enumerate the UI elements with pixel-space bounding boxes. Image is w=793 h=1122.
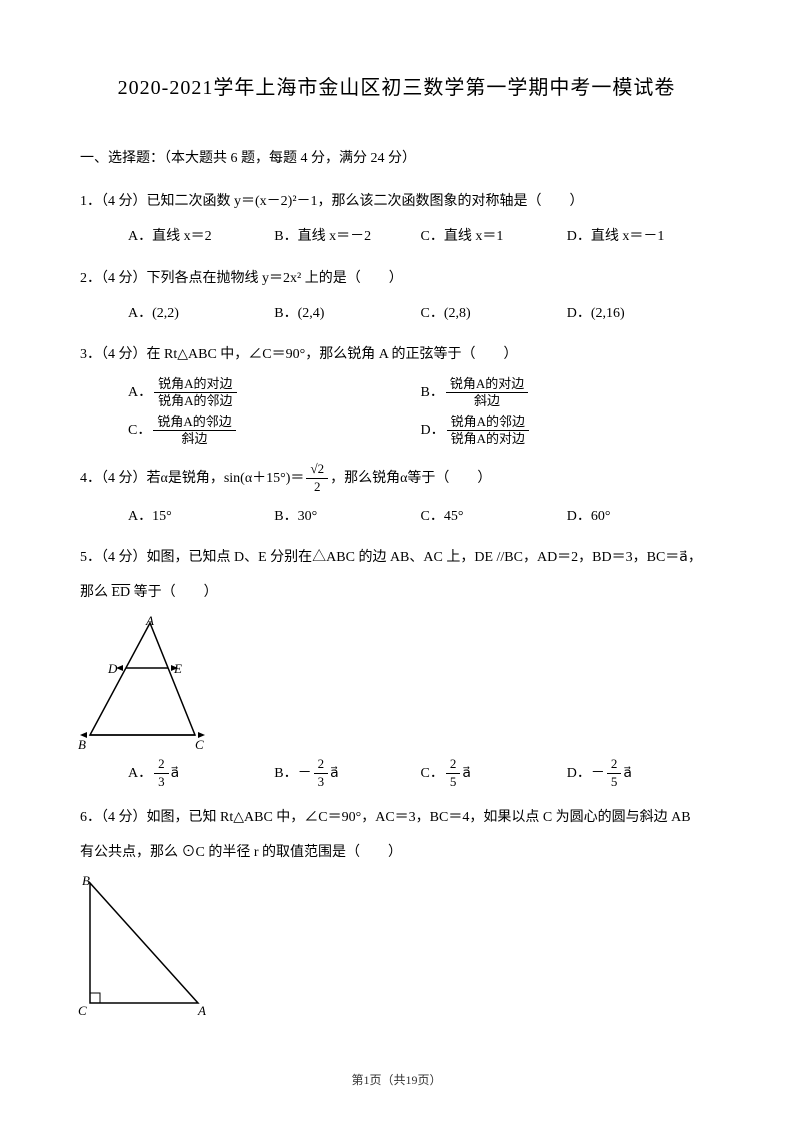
q4-options: A．15° B．30° C．45° D．60°	[80, 504, 713, 529]
q2-text: 2．（4 分）下列各点在抛物线 y＝2x² 上的是（ ）	[80, 266, 713, 291]
q5-fig-a: A	[146, 609, 154, 632]
q6-line2: 有公共点，那么 ⊙C 的半径 r 的取值范围是（ ）	[80, 840, 713, 865]
q5-a-num: 2	[154, 757, 169, 773]
q3-b-num: 锐角A的对边	[446, 377, 528, 393]
q5-opt-c: C． 2 5 a⃗	[421, 757, 567, 789]
question-2: 2．（4 分）下列各点在抛物线 y＝2x² 上的是（ ） A．(2,2) B．(…	[80, 266, 713, 326]
q4-frac: √2 2	[306, 462, 328, 494]
q6-fig-a: A	[198, 999, 206, 1022]
page-footer: 第1页（共19页）	[0, 1070, 793, 1092]
q5-c-num: 2	[446, 757, 461, 773]
q4-num: √2	[306, 462, 328, 478]
q5-d-tail: a⃗	[623, 761, 632, 786]
q3-opt-d: D． 锐角A的邻边 锐角A的对边	[421, 415, 714, 447]
q3-c-num: 锐角A的邻边	[153, 415, 235, 431]
q5-b-num: 2	[314, 757, 329, 773]
q5-c-frac: 2 5	[446, 757, 461, 789]
q5-a-label: A．	[128, 761, 152, 786]
q2-opt-a: A．(2,2)	[128, 301, 274, 326]
q1-text: 1．（4 分）已知二次函数 y＝(x－2)²－1，那么该二次函数图象的对称轴是（…	[80, 189, 713, 214]
q5-d-frac: 2 5	[607, 757, 622, 789]
q2-opt-c: C．(2,8)	[421, 301, 567, 326]
q5-a-frac: 2 3	[154, 757, 169, 789]
q3-d-frac: 锐角A的邻边 锐角A的对边	[447, 415, 529, 447]
q5-b-tail: a⃗	[330, 761, 339, 786]
q5-d-num: 2	[607, 757, 622, 773]
q3-c-den: 斜边	[178, 431, 212, 446]
triangle-de-icon	[80, 615, 210, 745]
q4-opt-a: A．15°	[128, 504, 274, 529]
q5-d-label: D．－	[567, 761, 605, 786]
q5-fig-d: D	[108, 657, 117, 680]
q5-c-label: C．	[421, 761, 444, 786]
q4-opt-b: B．30°	[274, 504, 420, 529]
q5-fig-c: C	[195, 733, 204, 756]
q6-fig-c: C	[78, 999, 87, 1022]
q1-opt-c: C．直线 x＝1	[421, 224, 567, 249]
q3-a-den: 锐角A的邻边	[154, 393, 236, 408]
q5-b-frac: 2 3	[314, 757, 329, 789]
q4-opt-d: D．60°	[567, 504, 713, 529]
q1-opt-b: B．直线 x＝－2	[274, 224, 420, 249]
q5-b-label: B．－	[274, 761, 311, 786]
q3-d-label: D．	[421, 418, 445, 443]
q6-fig-b: B	[82, 869, 90, 892]
question-1: 1．（4 分）已知二次函数 y＝(x－2)²－1，那么该二次函数图象的对称轴是（…	[80, 189, 713, 249]
q3-c-label: C．	[128, 418, 151, 443]
q3-a-frac: 锐角A的对边 锐角A的邻边	[154, 377, 236, 409]
q1-opt-d: D．直线 x＝－1	[567, 224, 713, 249]
q3-text: 3．（4 分）在 Rt△ABC 中，∠C＝90°，那么锐角 A 的正弦等于（ ）	[80, 342, 713, 367]
q5-fig-b: B	[78, 733, 86, 756]
q6-figure: B C A	[80, 875, 713, 1015]
q3-options-row1: A． 锐角A的对边 锐角A的邻边 B． 锐角A的对边 斜边	[80, 377, 713, 409]
q5-options: A． 2 3 a⃗ B．－ 2 3 a⃗ C． 2 5 a⃗ D．－	[80, 757, 713, 789]
q3-opt-c: C． 锐角A的邻边 斜边	[128, 415, 421, 447]
q5-b-den: 3	[314, 774, 329, 789]
q5-fig-e: E	[174, 657, 182, 680]
q3-a-label: A．	[128, 380, 152, 405]
q4-post: ，那么锐角α等于（ ）	[330, 466, 491, 491]
q3-c-frac: 锐角A的邻边 斜边	[153, 415, 235, 447]
q5-opt-a: A． 2 3 a⃗	[128, 757, 274, 789]
right-triangle-icon	[80, 875, 210, 1015]
q5-a-tail: a⃗	[171, 761, 180, 786]
q2-opt-d: D．(2,16)	[567, 301, 713, 326]
q3-b-den: 斜边	[470, 393, 504, 408]
q5-d-den: 5	[607, 774, 622, 789]
q3-a-num: 锐角A的对边	[154, 377, 236, 393]
question-4: 4．（4 分）若α是锐角，sin(α＋15°)＝ √2 2 ，那么锐角α等于（ …	[80, 462, 713, 529]
q4-text: 4．（4 分）若α是锐角，sin(α＋15°)＝ √2 2 ，那么锐角α等于（ …	[80, 462, 491, 494]
q3-b-label: B．	[421, 380, 444, 405]
q1-opt-a: A．直线 x＝2	[128, 224, 274, 249]
q2-opt-b: B．(2,4)	[274, 301, 420, 326]
question-5: 5．（4 分）如图，已知点 D、E 分别在△ABC 的边 AB、AC 上，DE …	[80, 545, 713, 789]
section-header: 一、选择题：（本大题共 6 题，每题 4 分，满分 24 分）	[80, 146, 713, 171]
q5-line2-pre: 那么	[80, 585, 108, 600]
q5-a-den: 3	[154, 774, 169, 789]
q5-line2: 那么 ED 等于（ ）	[80, 580, 713, 605]
q3-opt-a: A． 锐角A的对边 锐角A的邻边	[128, 377, 421, 409]
q5-opt-b: B．－ 2 3 a⃗	[274, 757, 420, 789]
q3-d-den: 锐角A的对边	[447, 431, 529, 446]
question-3: 3．（4 分）在 Rt△ABC 中，∠C＝90°，那么锐角 A 的正弦等于（ ）…	[80, 342, 713, 446]
q5-opt-d: D．－ 2 5 a⃗	[567, 757, 713, 789]
q5-c-den: 5	[446, 774, 461, 789]
q5-ed-vec: ED	[112, 585, 131, 600]
question-6: 6．（4 分）如图，已知 Rt△ABC 中，∠C＝90°，AC＝3，BC＝4，如…	[80, 805, 713, 1015]
q4-pre: 4．（4 分）若α是锐角，sin(α＋15°)＝	[80, 466, 304, 491]
q5-c-tail: a⃗	[462, 761, 471, 786]
q5-line1: 5．（4 分）如图，已知点 D、E 分别在△ABC 的边 AB、AC 上，DE …	[80, 545, 713, 570]
page-title: 2020-2021学年上海市金山区初三数学第一学期中考一模试卷	[80, 70, 713, 106]
q2-options: A．(2,2) B．(2,4) C．(2,8) D．(2,16)	[80, 301, 713, 326]
q5-line2-post: 等于（ ）	[134, 585, 218, 600]
q3-d-num: 锐角A的邻边	[447, 415, 529, 431]
q4-opt-c: C．45°	[421, 504, 567, 529]
q3-options-row2: C． 锐角A的邻边 斜边 D． 锐角A的邻边 锐角A的对边	[80, 415, 713, 447]
q4-den: 2	[310, 479, 325, 494]
q3-b-frac: 锐角A的对边 斜边	[446, 377, 528, 409]
q1-options: A．直线 x＝2 B．直线 x＝－2 C．直线 x＝1 D．直线 x＝－1	[80, 224, 713, 249]
q5-figure: A D E B C	[80, 615, 713, 745]
q3-opt-b: B． 锐角A的对边 斜边	[421, 377, 714, 409]
q6-line1: 6．（4 分）如图，已知 Rt△ABC 中，∠C＝90°，AC＝3，BC＝4，如…	[80, 805, 713, 830]
